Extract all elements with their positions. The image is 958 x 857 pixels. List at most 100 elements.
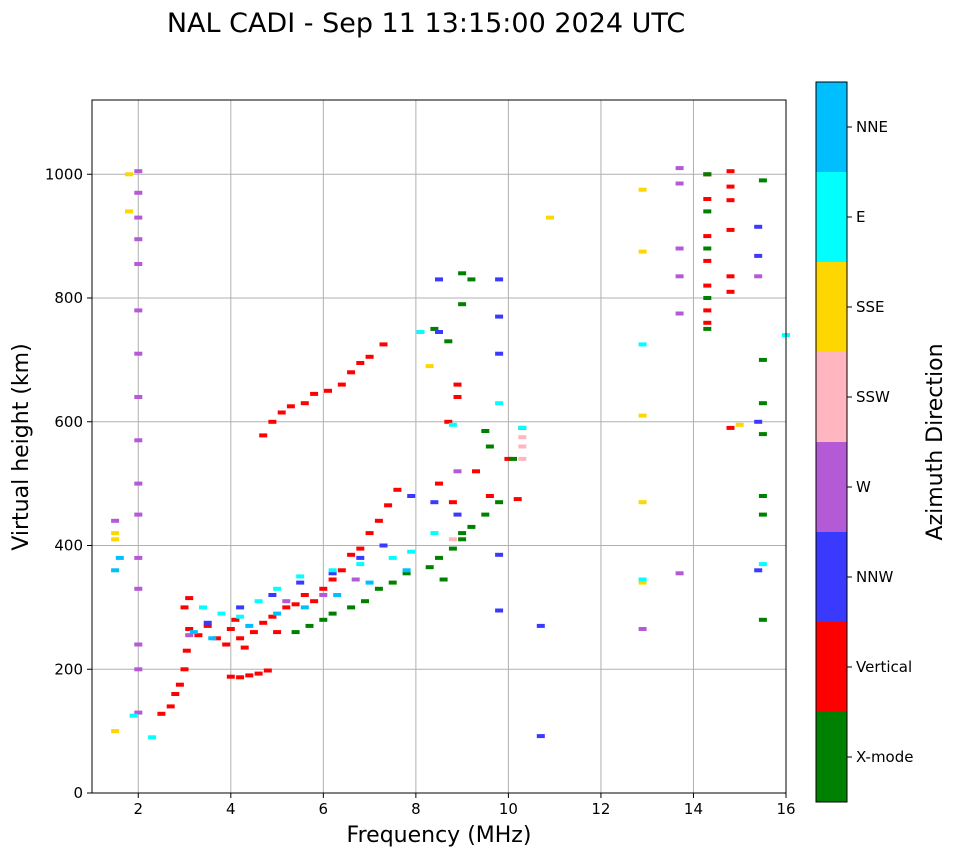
echo-point-nnw <box>236 605 245 610</box>
x-tick-label: 14 <box>684 800 703 818</box>
echo-point-xmode <box>425 565 434 570</box>
echo-point-xmode <box>328 611 337 616</box>
echo-point-vertical <box>703 234 712 239</box>
y-tick-label: 200 <box>54 660 83 678</box>
echo-point-nnw <box>495 351 504 356</box>
echo-point-vertical <box>453 382 462 387</box>
echo-point-nnw <box>407 494 416 498</box>
y-axis: 0 200 400 600 800 1000 <box>45 165 92 802</box>
echo-point-xmode <box>467 277 476 282</box>
echo-point-vertical <box>249 630 258 635</box>
y-tick-label: 0 <box>73 784 83 802</box>
echo-point-nnw <box>435 277 443 282</box>
echo-point-ssw <box>518 444 527 449</box>
echo-point-e <box>758 562 767 567</box>
echo-point-w <box>134 512 143 517</box>
y-tick-label: 800 <box>54 289 83 307</box>
echo-point-vertical <box>472 469 480 474</box>
echo-point-vertical <box>347 552 356 557</box>
echo-point-vertical <box>226 674 235 679</box>
echo-point-sse <box>638 580 647 585</box>
x-tick-label: 6 <box>319 800 329 818</box>
echo-point-sse <box>111 531 120 536</box>
echo-point-w <box>134 308 143 313</box>
echo-point-xmode <box>467 524 476 529</box>
colorbar-label: Azimuth Direction <box>923 343 948 540</box>
colorbar-tick-label: NNE <box>856 118 888 136</box>
echo-point-vertical <box>222 642 231 647</box>
echo-point-vertical <box>365 354 374 359</box>
echo-point-nnw <box>453 512 462 517</box>
colorbar-swatch <box>816 532 847 622</box>
echo-point-e <box>448 422 457 427</box>
echo-point-nnw <box>203 620 212 625</box>
echo-point-e <box>129 713 138 718</box>
echo-point-vertical <box>435 481 443 486</box>
echo-point-nnw <box>495 552 504 557</box>
echo-point-nne <box>365 580 374 585</box>
echo-point-vertical <box>726 274 735 279</box>
echo-point-w <box>134 642 143 647</box>
x-axis-label: Frequency (MHz) <box>347 823 532 848</box>
echo-point-vertical <box>365 531 374 536</box>
echo-point-vertical <box>726 289 735 294</box>
echo-point-vertical <box>268 614 277 619</box>
echo-point-vertical <box>175 682 184 687</box>
echo-point-vertical <box>485 494 494 498</box>
echo-point-xmode <box>430 326 439 331</box>
x-tick-label: 12 <box>591 800 610 818</box>
echo-point-vertical <box>263 668 272 673</box>
colorbar-tick-label: SSE <box>856 298 885 316</box>
echo-point-vertical <box>504 456 513 461</box>
echo-point-w <box>134 262 143 266</box>
echo-point-sse <box>546 215 554 220</box>
x-tick-label: 8 <box>411 800 421 818</box>
colorbar-tick-label: Vertical <box>856 658 912 676</box>
echo-point-xmode <box>758 178 767 183</box>
echo-point-w <box>754 274 763 279</box>
echo-point-vertical <box>185 627 194 631</box>
echo-point-xmode <box>361 599 369 604</box>
echo-point-xmode <box>458 531 467 536</box>
echo-point-vertical <box>226 627 235 631</box>
echo-point-e <box>388 555 397 560</box>
echo-point-nnw <box>328 571 337 576</box>
echo-point-xmode <box>458 302 467 307</box>
echo-point-e <box>328 568 337 573</box>
echo-point-xmode <box>374 586 383 591</box>
echo-point-w <box>134 351 143 356</box>
echo-point-vertical <box>277 410 286 415</box>
echo-point-vertical <box>726 227 735 232</box>
echo-point-nne <box>273 611 282 616</box>
echo-point-vertical <box>393 487 402 492</box>
echo-point-xmode <box>458 537 467 542</box>
echo-point-w <box>282 599 291 604</box>
echo-point-vertical <box>379 342 388 347</box>
echo-point-vertical <box>337 568 346 573</box>
echo-point-nnw <box>356 555 365 560</box>
echo-point-w <box>675 181 684 186</box>
colorbar-swatch <box>816 442 847 532</box>
echo-point-w <box>134 237 143 242</box>
echo-point-w <box>675 571 684 576</box>
echo-point-nnw <box>495 277 504 282</box>
x-tick-label: 2 <box>133 800 143 818</box>
echo-point-xmode <box>347 605 356 610</box>
echo-point-vertical <box>231 617 240 622</box>
echo-point-vertical <box>374 518 383 523</box>
y-axis-label: Virtual height (km) <box>9 343 34 550</box>
echo-point-nne <box>300 605 309 610</box>
echo-point-sse <box>125 172 133 177</box>
echo-point-xmode <box>703 172 712 177</box>
echo-point-xmode <box>458 271 467 276</box>
echo-point-xmode <box>448 546 457 551</box>
echo-point-e <box>518 425 527 430</box>
echo-point-e <box>638 342 647 347</box>
echo-point-nne <box>208 636 217 641</box>
echo-point-vertical <box>286 404 295 409</box>
grid-lines <box>92 100 787 794</box>
echo-point-w <box>134 169 143 174</box>
colorbar-swatch <box>816 712 847 802</box>
echo-point-xmode <box>495 500 504 505</box>
echo-point-vertical <box>324 388 332 393</box>
